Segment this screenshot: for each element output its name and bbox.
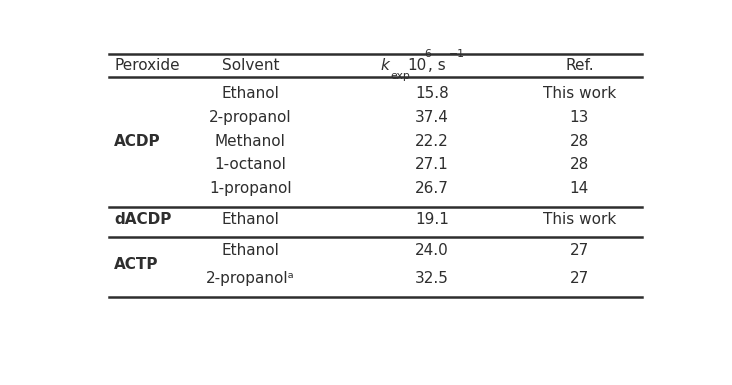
- Text: 32.5: 32.5: [415, 271, 449, 286]
- Text: 37.4: 37.4: [415, 110, 449, 125]
- Text: 28: 28: [569, 157, 589, 172]
- Text: Peroxide: Peroxide: [114, 58, 180, 73]
- Text: Solvent: Solvent: [222, 58, 279, 73]
- Text: 22.2: 22.2: [415, 134, 449, 149]
- Text: Ethanol: Ethanol: [221, 86, 280, 101]
- Text: Ref.: Ref.: [565, 58, 594, 73]
- Text: exp: exp: [390, 71, 410, 81]
- Text: dACDP: dACDP: [114, 212, 171, 227]
- Text: ACDP: ACDP: [114, 134, 161, 149]
- Text: Methanol: Methanol: [215, 134, 285, 149]
- Text: 19.1: 19.1: [415, 212, 449, 227]
- Text: 15.8: 15.8: [415, 86, 449, 101]
- Text: 27: 27: [569, 271, 589, 286]
- Text: 10: 10: [407, 58, 426, 73]
- Text: −1: −1: [449, 49, 465, 59]
- Text: 6: 6: [424, 49, 431, 59]
- Text: 2-propanolᵃ: 2-propanolᵃ: [206, 271, 295, 286]
- Text: ACTP: ACTP: [114, 257, 159, 272]
- Text: 2-propanol: 2-propanol: [209, 110, 291, 125]
- Text: k: k: [381, 58, 389, 73]
- Text: 1-octanol: 1-octanol: [214, 157, 286, 172]
- Text: 27.1: 27.1: [415, 157, 449, 172]
- Text: 26.7: 26.7: [415, 181, 449, 196]
- Text: 24.0: 24.0: [415, 243, 449, 258]
- Text: , s: , s: [428, 58, 447, 73]
- Text: 14: 14: [569, 181, 589, 196]
- Text: Ethanol: Ethanol: [221, 212, 280, 227]
- Text: This work: This work: [542, 86, 616, 101]
- Text: 28: 28: [569, 134, 589, 149]
- Text: 27: 27: [569, 243, 589, 258]
- Text: This work: This work: [542, 212, 616, 227]
- Text: Ethanol: Ethanol: [221, 243, 280, 258]
- Text: 1-propanol: 1-propanol: [209, 181, 291, 196]
- Text: 13: 13: [569, 110, 589, 125]
